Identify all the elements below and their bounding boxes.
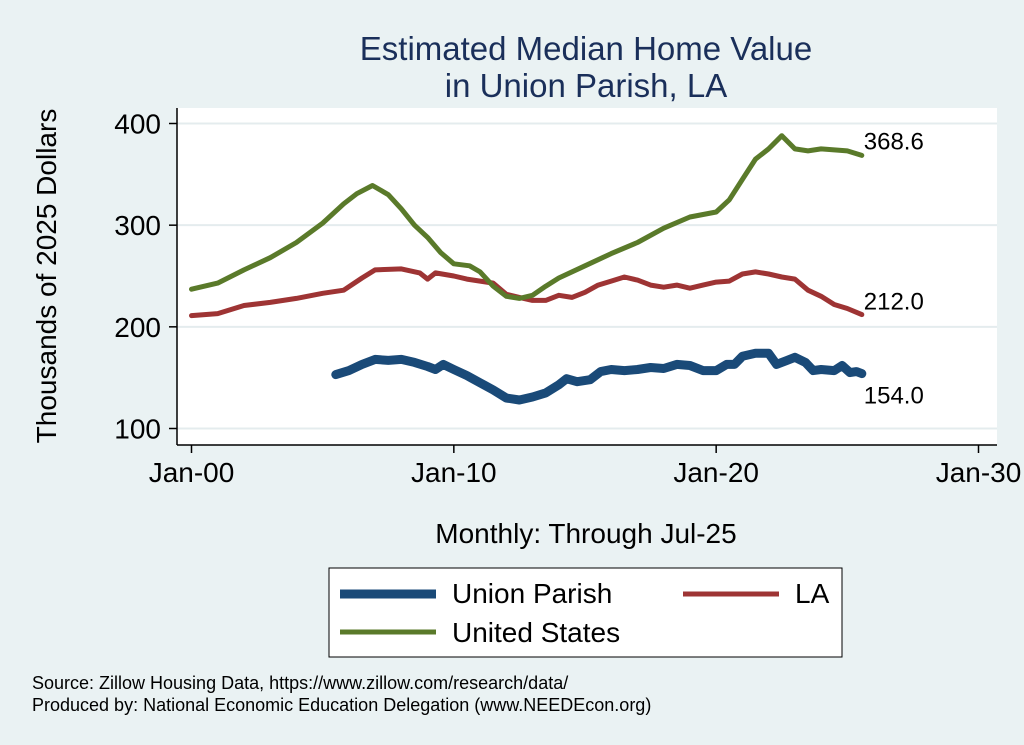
series-line-la	[189, 266, 865, 319]
series-line-union-parish	[331, 348, 867, 405]
x-tick-label-jan-10: Jan-10	[411, 457, 497, 488]
x-axis-title: Monthly: Through Jul-25	[435, 518, 736, 549]
y-axis-ticks: 100 200 300 400	[114, 109, 177, 445]
y-axis-title: Thousands of 2025 Dollars	[31, 109, 62, 444]
y-tick-label-300: 300	[114, 210, 161, 241]
plot-area	[177, 108, 997, 445]
legend-label-united-states: United States	[452, 617, 620, 648]
x-tick-label-jan-30: Jan-30	[936, 457, 1022, 488]
end-labels: 154.0 212.0 368.6	[864, 128, 924, 409]
series-group	[189, 133, 867, 405]
chart-title-line-2: in Union Parish, LA	[445, 67, 727, 104]
chart-title-line-1: Estimated Median Home Value	[360, 30, 812, 67]
y-tick-label-100: 100	[114, 414, 161, 445]
x-tick-label-jan-00: Jan-00	[149, 457, 235, 488]
x-axis-ticks: Jan-00 Jan-10 Jan-20 Jan-30	[149, 445, 1022, 488]
series-line-united-states	[189, 133, 865, 301]
end-label-united-states: 368.6	[864, 128, 924, 155]
source-line: Source: Zillow Housing Data, https://www…	[32, 673, 568, 693]
legend-label-union-parish: Union Parish	[452, 578, 612, 609]
y-tick-label-400: 400	[114, 109, 161, 140]
end-label-union-parish: 154.0	[864, 383, 924, 410]
y-tick-label-200: 200	[114, 312, 161, 343]
legend-box	[328, 567, 843, 658]
produced-by-line: Produced by: National Economic Education…	[32, 695, 651, 715]
end-label-la: 212.0	[864, 289, 924, 316]
x-tick-label-jan-20: Jan-20	[673, 457, 759, 488]
legend-label-la: LA	[795, 578, 830, 609]
gridlines	[177, 122, 997, 430]
